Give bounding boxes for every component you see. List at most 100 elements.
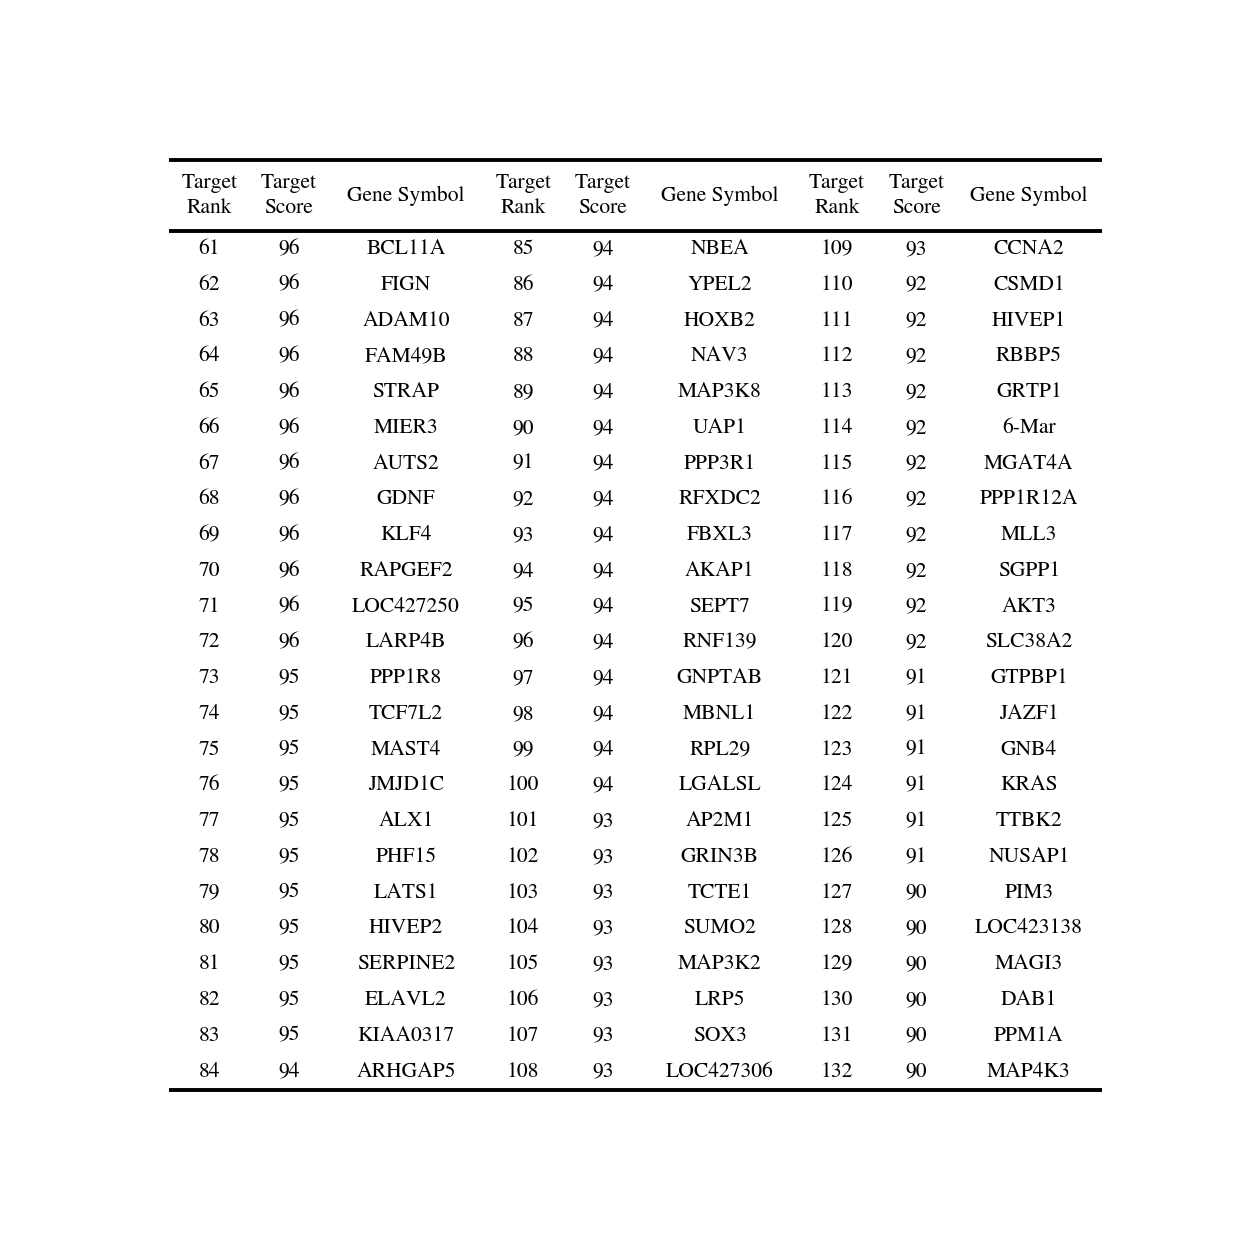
Text: 94: 94 [591, 668, 614, 688]
Text: 90: 90 [905, 919, 928, 939]
Text: 70: 70 [198, 562, 219, 581]
Text: 95: 95 [278, 847, 300, 867]
Text: RPL29: RPL29 [689, 740, 750, 760]
Text: 93: 93 [591, 847, 614, 867]
Text: 67: 67 [198, 454, 219, 474]
Text: RFXDC2: RFXDC2 [678, 490, 761, 510]
Text: KRAS: KRAS [1001, 776, 1058, 795]
Text: 94: 94 [591, 418, 614, 438]
Text: 68: 68 [198, 490, 219, 510]
Text: 95: 95 [278, 704, 300, 724]
Text: TCTE1: TCTE1 [688, 883, 751, 903]
Text: KIAA0317: KIAA0317 [357, 1025, 455, 1045]
Text: 95: 95 [278, 919, 300, 939]
Text: 92: 92 [905, 382, 928, 402]
Text: 121: 121 [821, 668, 853, 688]
Text: 94: 94 [591, 632, 614, 652]
Text: 90: 90 [905, 991, 928, 1009]
Text: 91: 91 [512, 454, 534, 474]
Text: 96: 96 [278, 418, 300, 438]
Text: 96: 96 [278, 346, 300, 366]
Text: 106: 106 [507, 991, 539, 1009]
Text: 91: 91 [905, 668, 928, 688]
Text: 63: 63 [198, 310, 219, 330]
Text: 92: 92 [905, 454, 928, 474]
Text: 94: 94 [591, 490, 614, 510]
Text: 91: 91 [905, 740, 928, 760]
Text: TTBK2: TTBK2 [996, 811, 1063, 831]
Text: SERPINE2: SERPINE2 [357, 955, 455, 975]
Text: 92: 92 [512, 490, 534, 510]
Text: 76: 76 [198, 776, 219, 795]
Text: 94: 94 [591, 240, 614, 259]
Text: JMJD1C: JMJD1C [368, 776, 444, 795]
Text: Target
Score: Target Score [889, 173, 945, 218]
Text: 91: 91 [905, 704, 928, 724]
Text: 93: 93 [591, 1025, 614, 1045]
Text: 89: 89 [512, 382, 534, 402]
Text: SEPT7: SEPT7 [689, 597, 750, 617]
Text: PIM3: PIM3 [1004, 883, 1054, 903]
Text: MAP4K3: MAP4K3 [987, 1061, 1071, 1081]
Text: 62: 62 [198, 275, 219, 294]
Text: 90: 90 [905, 1061, 928, 1081]
Text: 96: 96 [278, 275, 300, 294]
Text: 96: 96 [512, 632, 534, 652]
Text: 93: 93 [591, 991, 614, 1009]
Text: 80: 80 [198, 919, 219, 939]
Text: 65: 65 [198, 382, 219, 402]
Text: 98: 98 [512, 704, 534, 724]
Text: 96: 96 [278, 310, 300, 330]
Text: LGALSL: LGALSL [678, 776, 761, 795]
Text: JAZF1: JAZF1 [999, 704, 1059, 724]
Text: 93: 93 [512, 526, 534, 546]
Text: 96: 96 [278, 597, 300, 617]
Text: 86: 86 [512, 275, 534, 294]
Text: 81: 81 [198, 955, 219, 975]
Text: 91: 91 [905, 776, 928, 795]
Text: 93: 93 [591, 1061, 614, 1081]
Text: 132: 132 [821, 1061, 853, 1081]
Text: 94: 94 [591, 310, 614, 330]
Text: 102: 102 [507, 847, 539, 867]
Text: LOC423138: LOC423138 [975, 919, 1083, 939]
Text: 105: 105 [507, 955, 539, 975]
Text: 82: 82 [198, 991, 219, 1009]
Text: 95: 95 [512, 597, 534, 617]
Text: STRAP: STRAP [372, 382, 439, 402]
Text: 94: 94 [591, 704, 614, 724]
Text: 92: 92 [905, 418, 928, 438]
Text: 117: 117 [821, 526, 853, 546]
Text: RNF139: RNF139 [682, 632, 758, 652]
Text: 96: 96 [278, 454, 300, 474]
Text: 95: 95 [278, 776, 300, 795]
Text: 104: 104 [507, 919, 539, 939]
Text: RAPGEF2: RAPGEF2 [360, 562, 453, 581]
Text: 95: 95 [278, 955, 300, 975]
Text: 93: 93 [591, 811, 614, 831]
Text: 96: 96 [278, 526, 300, 546]
Text: BCL11A: BCL11A [366, 240, 445, 259]
Text: GRIN3B: GRIN3B [681, 847, 759, 867]
Text: 97: 97 [512, 668, 534, 688]
Text: HIVEP2: HIVEP2 [368, 919, 443, 939]
Text: MGAT4A: MGAT4A [985, 454, 1074, 474]
Text: 64: 64 [198, 346, 219, 366]
Text: 84: 84 [198, 1061, 219, 1081]
Text: GTPBP1: GTPBP1 [990, 668, 1068, 688]
Text: 95: 95 [278, 668, 300, 688]
Text: 96: 96 [278, 382, 300, 402]
Text: MAP3K2: MAP3K2 [678, 955, 761, 975]
Text: 92: 92 [905, 310, 928, 330]
Text: PPP1R8: PPP1R8 [370, 668, 441, 688]
Text: 95: 95 [278, 883, 300, 903]
Text: 79: 79 [198, 883, 219, 903]
Text: 96: 96 [278, 632, 300, 652]
Text: 128: 128 [821, 919, 853, 939]
Text: 77: 77 [198, 811, 219, 831]
Text: GRTP1: GRTP1 [996, 382, 1061, 402]
Text: 95: 95 [278, 991, 300, 1009]
Text: NBEA: NBEA [691, 240, 749, 259]
Text: 94: 94 [591, 382, 614, 402]
Text: 95: 95 [278, 1025, 300, 1045]
